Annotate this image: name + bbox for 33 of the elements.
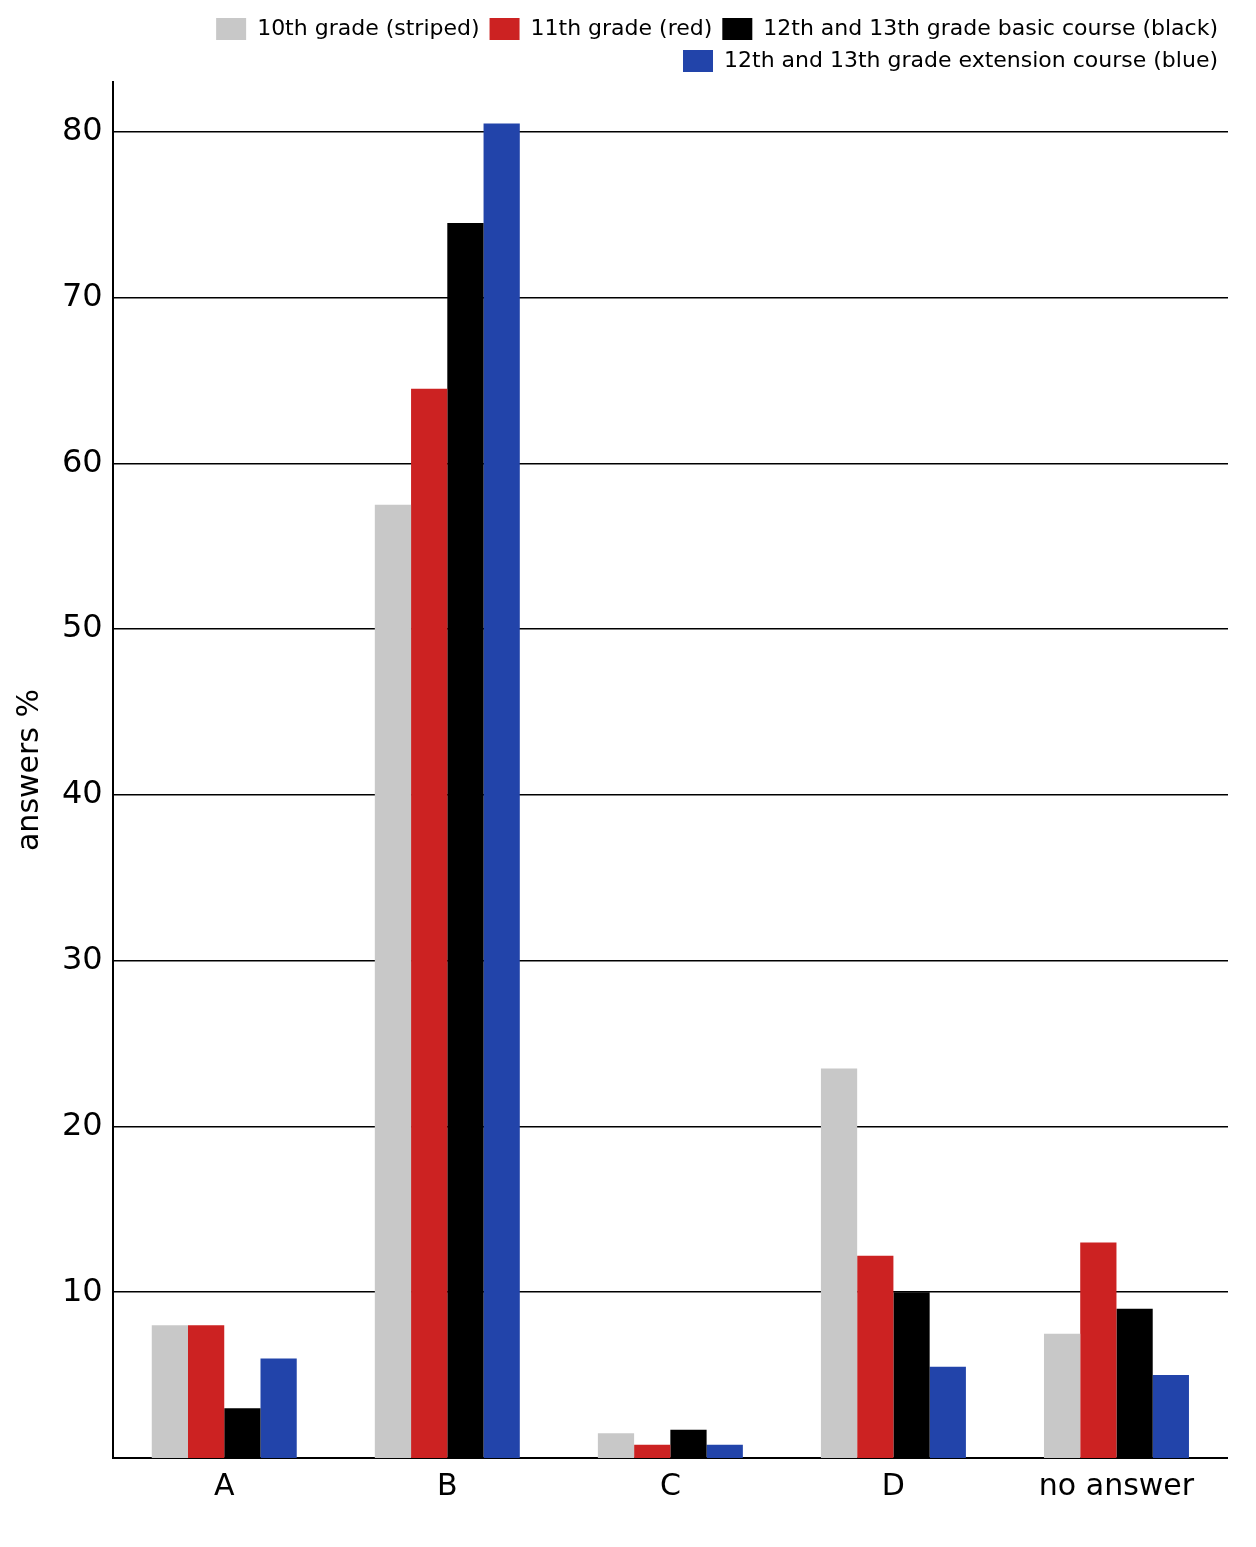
- legend-label: 11th grade (red): [530, 14, 713, 40]
- bar: [706, 1444, 743, 1458]
- bar: [483, 123, 520, 1458]
- x-tick-label: no answer: [1038, 1466, 1195, 1502]
- bar: [820, 1068, 858, 1458]
- x-tick-label: D: [881, 1466, 905, 1502]
- legend-label: 12th and 13th grade basic course (black): [763, 14, 1218, 40]
- bar: [597, 1433, 635, 1458]
- bar: [411, 388, 448, 1458]
- y-tick-label: 60: [62, 441, 103, 480]
- x-tick-label: B: [437, 1466, 458, 1502]
- bar: [1080, 1242, 1117, 1458]
- legend-label: 12th and 13th grade extension course (blue): [724, 46, 1218, 72]
- y-tick-label: 70: [62, 275, 103, 314]
- bar: [634, 1444, 671, 1458]
- y-tick-label: 30: [62, 938, 103, 977]
- bar: [1043, 1333, 1081, 1458]
- y-tick-label: 40: [62, 773, 103, 812]
- bar: [260, 1358, 297, 1458]
- legend-label: 10th grade (striped): [257, 14, 480, 40]
- bar: [151, 1325, 188, 1458]
- y-tick-label: 20: [62, 1104, 103, 1143]
- bar: [1152, 1375, 1189, 1458]
- y-axis-title: answers %: [9, 688, 45, 852]
- bar: [857, 1255, 894, 1458]
- bar: [188, 1325, 225, 1458]
- y-tick-label: 10: [62, 1270, 103, 1309]
- y-tick-label: 50: [62, 607, 103, 646]
- bar: [374, 504, 412, 1458]
- bar: [929, 1366, 966, 1458]
- x-tick-label: C: [659, 1466, 681, 1502]
- x-tick-label: A: [213, 1466, 235, 1502]
- y-tick-label: 80: [62, 110, 103, 149]
